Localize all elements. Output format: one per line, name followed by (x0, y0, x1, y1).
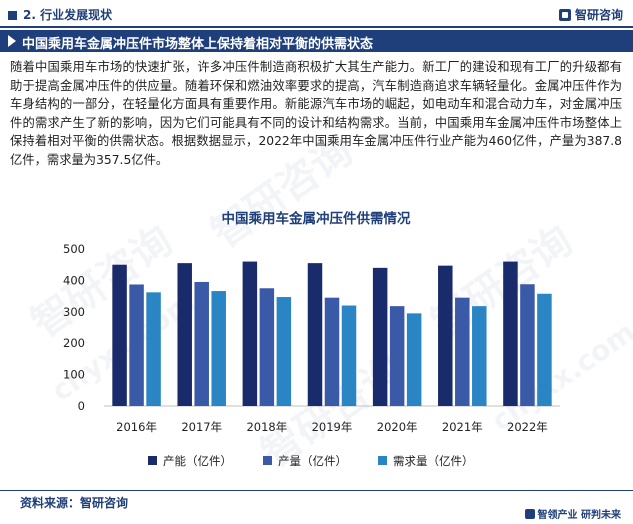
bar (372, 267, 388, 406)
legend-label: 需求量（亿件） (393, 454, 474, 468)
brand-logo-icon (558, 9, 571, 21)
supply-demand-chart: 中国乘用车金属冲压件供需情况 0 100 200 300 400 500 2016年 2017年… (63, 210, 560, 468)
y-tick-label: 300 (63, 305, 85, 319)
bar (520, 284, 535, 406)
bar (177, 263, 192, 406)
footer-divider (0, 490, 633, 491)
bar (406, 313, 422, 406)
legend-swatch (148, 456, 157, 465)
y-tick-label: 400 (63, 273, 85, 287)
bar (537, 293, 552, 406)
y-tick-label: 200 (63, 336, 85, 350)
bar (389, 306, 405, 406)
bar (324, 297, 340, 406)
bar (146, 292, 161, 406)
bar (438, 265, 453, 406)
x-tick-label: 2018年 (246, 420, 287, 434)
x-tick-label: 2017年 (181, 420, 222, 434)
bar (242, 261, 258, 406)
bar (341, 305, 357, 406)
y-tick-label: 0 (78, 399, 85, 413)
bar (129, 284, 144, 406)
brand-top: 智研咨询 (558, 6, 623, 23)
top-bar: 2. 行业发展现状 智研咨询 (0, 0, 633, 28)
page-title: 中国乘用车金属冲压件市场整体上保持着相对平衡的供需状态 (22, 37, 374, 52)
footer-slogan-text: 智领产业 研判未来 (537, 510, 621, 521)
title-bar: 中国乘用车金属冲压件市场整体上保持着相对平衡的供需状态 (0, 30, 633, 52)
bar (211, 291, 226, 406)
body-paragraph: 随着中国乘用车市场的快速扩张，许多冲压件制造商积极扩大其生产能力。新工厂的建设和… (10, 60, 622, 167)
legend-label: 产能（亿件） (163, 454, 232, 468)
square-icon (8, 11, 17, 20)
bar (259, 288, 275, 406)
slogan-logo-icon (524, 509, 535, 519)
brand-name: 智研咨询 (574, 8, 623, 22)
x-tick-label: 2020年 (377, 420, 418, 434)
x-tick-label: 2021年 (442, 420, 483, 434)
legend-swatch (263, 456, 272, 465)
y-tick-label: 500 (63, 242, 85, 256)
x-tick-label: 2019年 (312, 420, 353, 434)
bar (472, 306, 487, 406)
bar (276, 297, 292, 406)
y-tick-label: 100 (63, 368, 85, 382)
section-label-text: 2. 行业发展现状 (23, 8, 113, 22)
x-tick-label: 2022年 (507, 420, 548, 434)
bar (194, 281, 209, 406)
bar (307, 263, 323, 406)
section-label: 2. 行业发展现状 (8, 6, 112, 23)
bar (455, 297, 470, 406)
arrow-icon (8, 35, 16, 47)
bar (503, 261, 518, 406)
footer-slogan: 智领产业 研判未来 (524, 506, 621, 521)
footer-source: 资料来源：智研咨询 (20, 496, 129, 510)
chart-title: 中国乘用车金属冲压件供需情况 (222, 210, 411, 227)
legend-label: 产量（亿件） (278, 454, 347, 468)
legend-swatch (378, 456, 387, 465)
bar (112, 264, 127, 406)
x-tick-label: 2016年 (116, 420, 157, 434)
